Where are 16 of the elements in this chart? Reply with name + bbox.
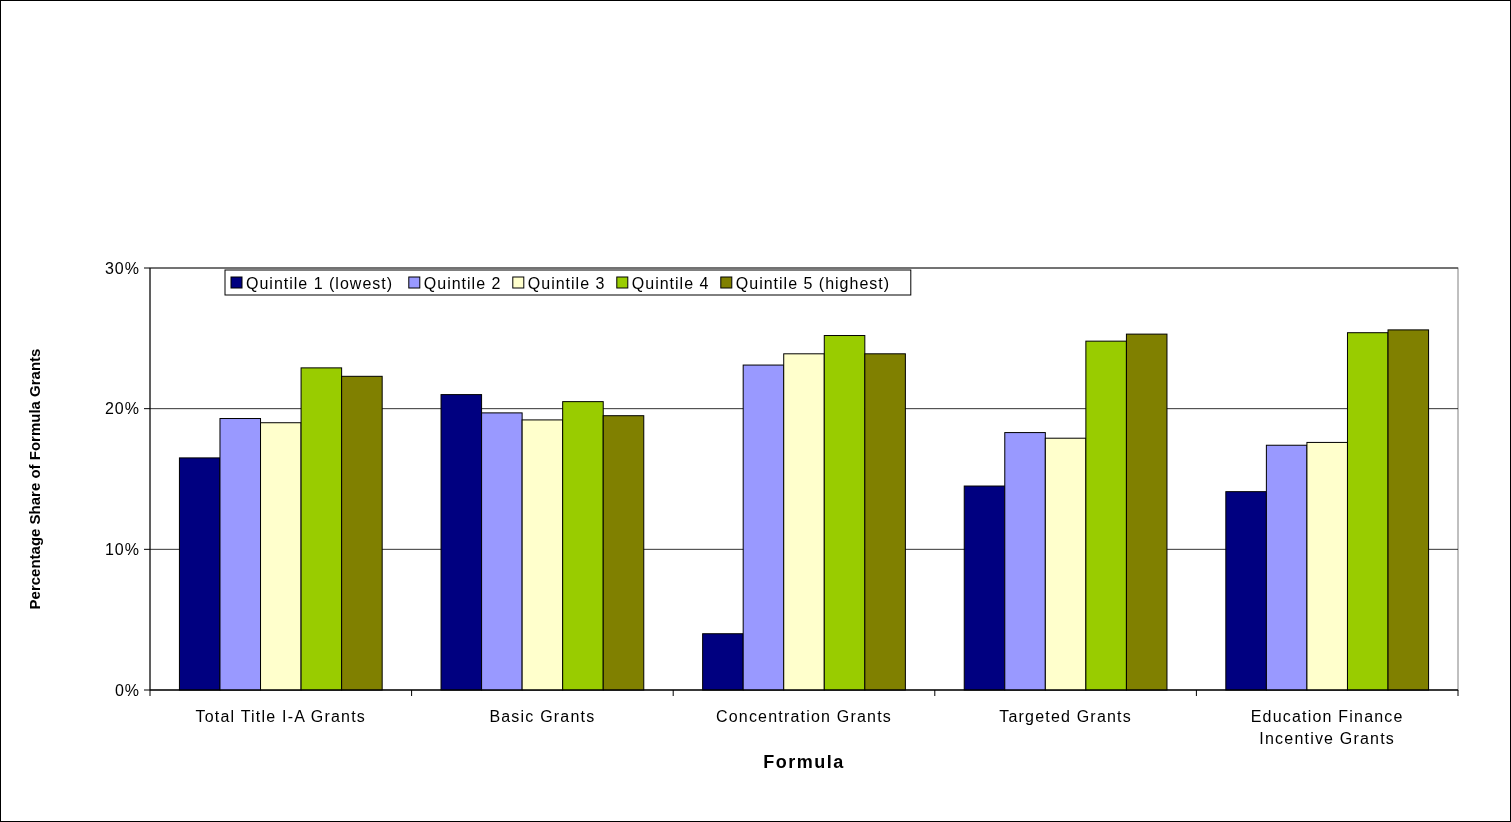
x-tick-label: Education Finance Incentive Grants: [1250, 708, 1404, 747]
y-tick-label: 10%: [104, 540, 140, 558]
y-axis-title: Percentage Share of Formula Grants: [26, 348, 43, 610]
y-tick-label: 30%: [104, 259, 140, 277]
legend-label: Quintile 3: [527, 274, 606, 292]
x-tick-label: Targeted Grants: [999, 708, 1132, 725]
legend-label: Quintile 2: [423, 274, 502, 292]
y-tick-label: 20%: [104, 400, 140, 418]
y-tick-label: 0%: [114, 681, 140, 699]
x-axis-title: Formula: [763, 752, 845, 772]
x-tick-label: Total Title I-A Grants: [195, 708, 367, 725]
x-tick-label: Concentration Grants: [715, 708, 893, 725]
x-tick-label: Basic Grants: [489, 708, 596, 725]
legend-label: Quintile 5 (highest): [735, 274, 891, 292]
legend-label: Quintile 1 (lowest): [246, 274, 394, 292]
legend-label: Quintile 4: [631, 274, 710, 292]
